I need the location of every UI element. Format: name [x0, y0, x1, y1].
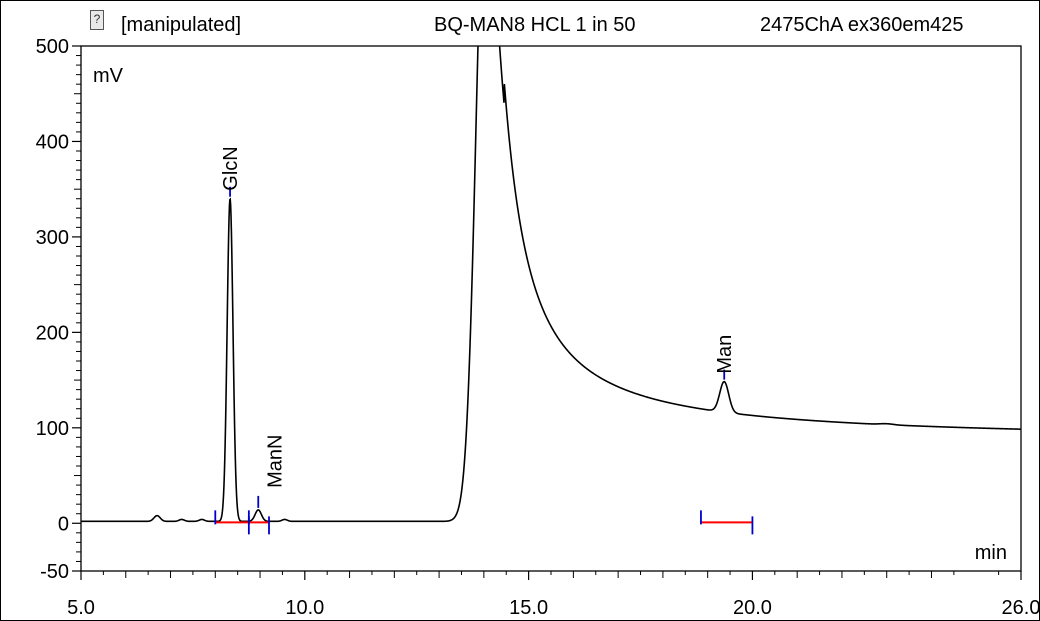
y-tick-label: 0: [58, 513, 69, 535]
sample-name: BQ-MAN8 HCL 1 in 50: [434, 14, 636, 36]
status-label: [manipulated]: [121, 14, 242, 36]
y-tick-label: 400: [36, 131, 69, 153]
x-tick-label: 20.0: [733, 597, 772, 619]
y-tick-label: 100: [36, 418, 69, 440]
x-tick-label: 26.0: [1002, 597, 1040, 619]
x-tick-label: 15.0: [509, 597, 548, 619]
y-tick-label: -50: [40, 561, 69, 583]
question-document-icon: ?: [90, 10, 104, 30]
y-axis-unit: mV: [93, 65, 124, 87]
x-tick-label: 10.0: [285, 597, 324, 619]
channel-name: 2475ChA ex360em425: [760, 14, 964, 36]
y-tick-label: 200: [36, 322, 69, 344]
signal-trace: [81, 46, 1021, 523]
x-axis-unit: min: [975, 542, 1007, 564]
peak-label: ManN: [264, 435, 286, 488]
plot-frame: [80, 45, 1022, 572]
y-tick-label: 300: [36, 227, 69, 249]
x-tick-label: 5.0: [67, 597, 95, 619]
peak-label: GlcN: [220, 146, 242, 190]
y-tick-label: 500: [36, 36, 69, 58]
peak-label: Man: [714, 335, 736, 374]
